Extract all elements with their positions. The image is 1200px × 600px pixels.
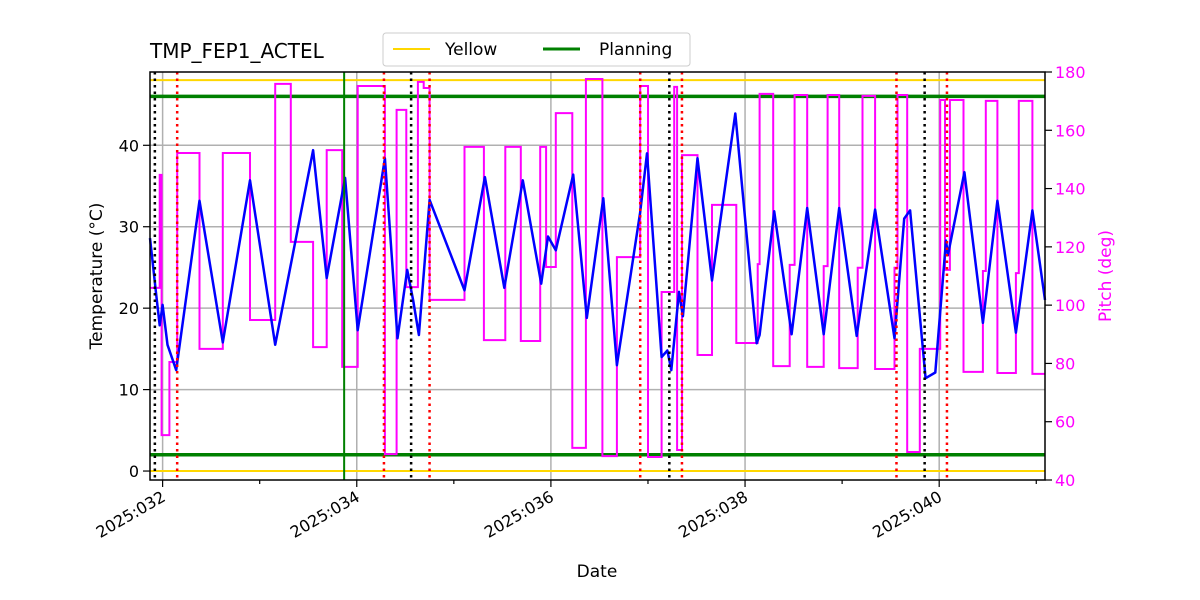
y2-tick-label: 100	[1055, 296, 1086, 315]
legend-label-yellow: Yellow	[444, 40, 497, 60]
legend-label-planning: Planning	[599, 40, 672, 60]
y2-tick-label: 120	[1055, 238, 1086, 257]
y-tick-label: 20	[119, 299, 139, 318]
x-tick-label: 2025:032	[93, 487, 169, 542]
legend-box	[382, 32, 691, 67]
x-tick-label: 2025:040	[869, 487, 945, 542]
legend: Yellow Planning	[382, 32, 691, 67]
y-tick-label: 10	[119, 381, 139, 400]
y2-tick-label: 180	[1055, 63, 1086, 82]
y2-tick-label: 160	[1055, 121, 1086, 140]
x-tick-label: 2025:034	[287, 487, 363, 542]
x-axis-label: Date	[577, 562, 618, 582]
chart-title: TMP_FEP1_ACTEL	[149, 39, 325, 63]
y-tick-label: 30	[119, 218, 139, 237]
y2-tick-label: 80	[1055, 354, 1075, 373]
x-tick-label: 2025:038	[675, 487, 751, 542]
plot-area	[150, 72, 1045, 480]
pitch-series-line	[150, 78, 1045, 458]
y-axis-label: Temperature (°C)	[87, 203, 107, 351]
y2-tick-label: 140	[1055, 180, 1086, 199]
y2-tick-label: 60	[1055, 413, 1075, 432]
plot-frame	[149, 71, 1046, 481]
y2-tick-label: 40	[1055, 471, 1075, 490]
temperature-series-line	[148, 112, 1047, 380]
y2-axis-label: Pitch (deg)	[1096, 230, 1116, 322]
y-tick-label: 40	[119, 136, 139, 155]
x-tick-label: 2025:036	[481, 487, 557, 542]
y-tick-label: 0	[129, 462, 139, 481]
